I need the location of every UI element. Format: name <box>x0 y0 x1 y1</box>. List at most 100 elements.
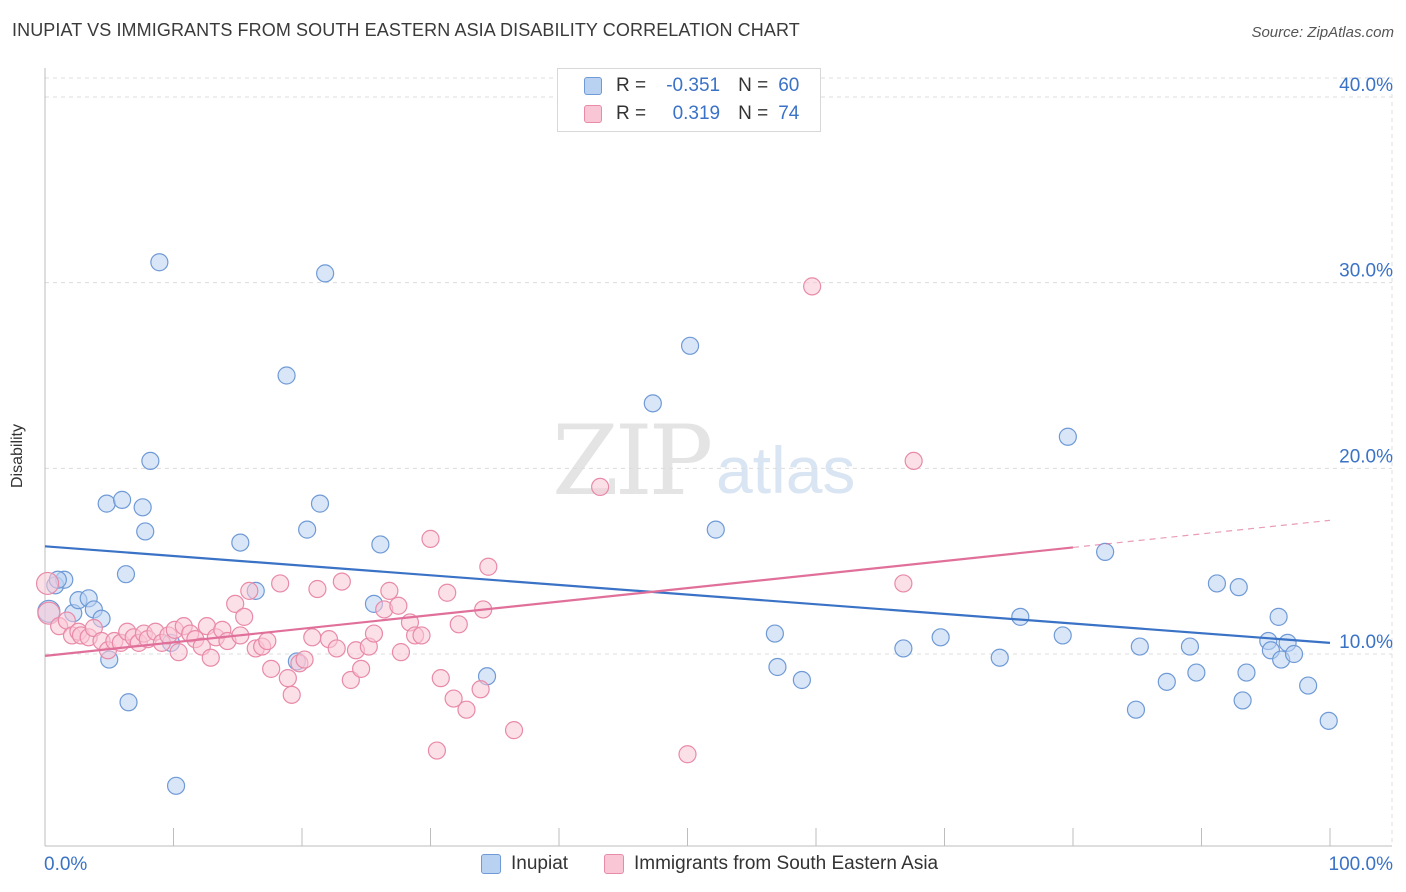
bottom-legend-swatch-inupiat <box>481 854 501 874</box>
immigrants-trend-line <box>44 546 1074 657</box>
inupiat-point <box>1157 672 1176 691</box>
immigrants-point <box>327 639 346 658</box>
immigrants-point <box>271 574 290 593</box>
inupiat-point <box>990 648 1009 667</box>
inupiat-point <box>1233 691 1252 710</box>
immigrants-point <box>444 689 463 708</box>
inupiat-point <box>298 520 317 539</box>
immigrants-point <box>169 643 188 662</box>
grid-lines <box>45 77 1393 846</box>
inupiat-point <box>1096 542 1115 561</box>
immigrants-point <box>449 615 468 634</box>
inupiat-point <box>1207 574 1227 593</box>
inupiat-point <box>166 776 186 795</box>
legend-n-label: N = <box>738 75 769 96</box>
immigrants-trend-line-extension <box>1072 519 1331 549</box>
immigrants-point <box>389 596 408 615</box>
immigrants-point <box>412 626 431 645</box>
immigrants-point <box>438 583 457 602</box>
inupiat-point <box>310 494 330 513</box>
immigrants-point <box>678 745 697 764</box>
inupiat-point <box>1187 663 1206 682</box>
bottom-legend-immigrants: Immigrants from South Eastern Asia <box>604 852 938 876</box>
legend-row-inupiat: R = -0.351 N = 60 <box>584 75 799 97</box>
immigrants-point <box>235 607 254 626</box>
bottom-legend-swatch-immigrants <box>604 854 624 874</box>
legend-n-value-immigrants: 74 <box>778 103 800 124</box>
immigrants-point <box>262 659 281 678</box>
inupiat-point <box>1011 607 1030 626</box>
inupiat-point <box>1299 676 1318 695</box>
x-tick-label: 0.0% <box>44 854 87 875</box>
bottom-legend-inupiat: Inupiat <box>481 852 568 876</box>
legend-n-label: N = <box>738 103 769 124</box>
inupiat-point <box>765 624 784 643</box>
inupiat-point <box>1237 663 1256 682</box>
immigrants-point <box>308 579 327 599</box>
x-tick-label: 100.0% <box>1329 854 1394 875</box>
chart-title: INUPIAT VS IMMIGRANTS FROM SOUTH EASTERN… <box>12 20 800 40</box>
immigrants-point <box>332 572 351 591</box>
immigrants-point <box>303 628 322 647</box>
immigrants-point <box>427 741 447 760</box>
inupiat-point <box>931 628 950 647</box>
immigrants-point <box>352 659 371 678</box>
inupiat-point <box>1180 637 1200 656</box>
immigrants-point <box>278 669 297 688</box>
immigrants-point <box>364 624 384 643</box>
inupiat-point <box>133 498 152 517</box>
inupiat-point <box>371 535 390 554</box>
inupiat-point <box>1229 578 1248 597</box>
immigrants-point <box>391 643 411 662</box>
inupiat-point <box>119 693 138 712</box>
inupiat-point <box>1319 711 1338 730</box>
immigrants-point <box>35 571 60 596</box>
immigrants-point <box>471 680 490 699</box>
inupiat-point <box>706 520 725 539</box>
legend-r-value-inupiat: -0.351 <box>666 75 721 96</box>
series-immigrants-points <box>35 277 923 764</box>
inupiat-point <box>141 451 160 471</box>
legend-n-value-inupiat: 60 <box>778 75 800 96</box>
inupiat-point <box>1058 427 1077 446</box>
immigrants-point <box>282 685 301 704</box>
bottom-legend-label-inupiat: Inupiat <box>511 853 569 874</box>
immigrants-point <box>380 581 399 600</box>
inupiat-point <box>1130 637 1149 656</box>
axes <box>44 68 1392 847</box>
y-tick-label: 30.0% <box>1339 261 1393 282</box>
inupiat-point <box>116 565 136 584</box>
immigrants-point <box>479 557 498 576</box>
inupiat-point <box>97 494 116 513</box>
immigrants-point <box>457 700 476 719</box>
y-tick-label: 20.0% <box>1339 446 1393 467</box>
immigrants-point <box>904 451 923 471</box>
immigrants-point <box>341 670 360 690</box>
immigrants-point <box>201 648 220 667</box>
inupiat-point <box>1126 700 1146 719</box>
inupiat-point <box>680 336 700 355</box>
inupiat-point <box>112 490 132 509</box>
legend-swatch-inupiat <box>584 77 602 95</box>
inupiat-point <box>792 670 811 690</box>
tick-labels: 10.0% 20.0% 30.0% 40.0% 0.0% 100.0% <box>44 75 1393 875</box>
bottom-legend-label-immigrants: Immigrants from South Eastern Asia <box>634 853 939 874</box>
watermark-atlas: atlas <box>716 433 856 507</box>
inupiat-point <box>277 366 296 385</box>
legend-r-value-immigrants: 0.319 <box>672 103 721 124</box>
inupiat-point <box>1053 626 1072 645</box>
immigrants-point <box>240 581 259 600</box>
immigrants-point <box>803 277 822 296</box>
immigrants-point <box>421 529 440 548</box>
immigrants-point <box>591 477 610 496</box>
y-tick-label: 10.0% <box>1339 632 1393 653</box>
inupiat-point <box>136 522 155 541</box>
inupiat-trend-line <box>44 545 1331 644</box>
trend-lines <box>44 519 1331 657</box>
immigrants-point <box>295 650 314 669</box>
inupiat-point <box>231 533 250 552</box>
legend-row-immigrants: R = 0.319 N = 74 <box>584 103 799 125</box>
legend-swatch-immigrants <box>584 105 602 123</box>
series-inupiat-points <box>37 253 1338 795</box>
